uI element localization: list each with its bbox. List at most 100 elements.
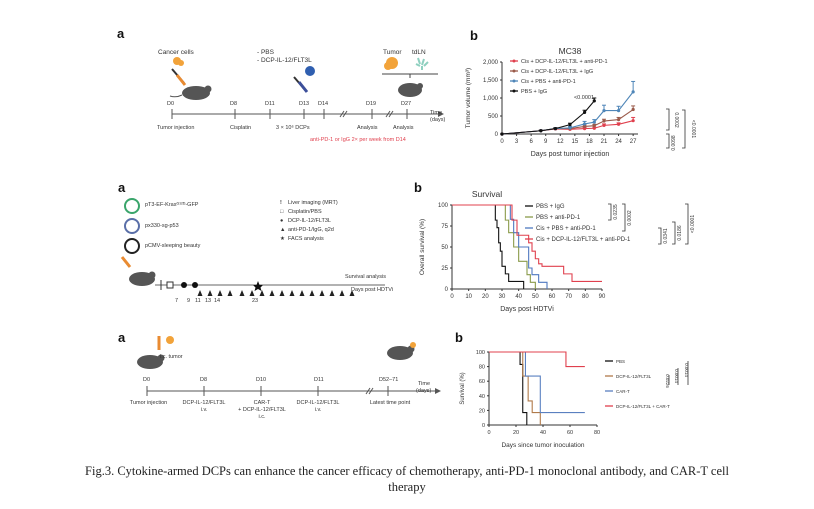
series-line [452, 204, 525, 289]
x-tick-label: 80 [582, 294, 589, 300]
timeline-1 [171, 109, 444, 119]
x-axis-label: Days since tumor inoculation [501, 442, 584, 449]
x-tick-label: 40 [515, 294, 522, 300]
p-value-annotation: 0.0186 [677, 225, 683, 241]
event-line: + DCP-IL-12/FLT3L [238, 407, 286, 413]
event-line: Tumor injection [129, 400, 168, 406]
tick-14: 14 [214, 298, 221, 304]
ic-tumor-label: i.c. tumor [160, 354, 183, 360]
treatment-pbs: - PBS [257, 49, 274, 56]
caption-line-2: therapy [388, 480, 426, 494]
anti-pd1-triangle-marker [217, 290, 223, 296]
y-tick-label: 75 [441, 224, 448, 230]
data-point [602, 109, 606, 113]
x-tick-label: 12 [557, 139, 564, 145]
y-tick-label: 80 [479, 365, 485, 371]
legend-marker [512, 59, 516, 63]
series-line [501, 91, 634, 135]
y-tick-label: 0 [482, 423, 485, 429]
p-value-annotation: 0.0098 [671, 135, 677, 151]
legend-cisplatin: □ Cisplatin/PBS [280, 209, 338, 218]
plasmid-ring-sb [124, 238, 140, 254]
legend-label: Cisplatin/PBS [288, 209, 322, 215]
event-line: i.v. [314, 407, 322, 413]
event-d11: DCP-IL-12/FLT3L i.v. [288, 400, 348, 414]
anti-pd1-triangle-marker [259, 290, 265, 296]
tumor-volume-chart: 0 500 1,000 1,500 2,000 0 3 6 9 12 15 18 21 24 27 Days … [465, 46, 696, 158]
x-tick-label: 70 [565, 294, 572, 300]
days-post-hdtvi-label: Days post HDTVi [351, 287, 394, 293]
tick-13: 13 [205, 298, 212, 304]
data-point [553, 127, 558, 131]
panel-letter-3b: b [455, 330, 463, 345]
anti-pd1-triangle-marker [319, 290, 325, 296]
event-analysis-2: Analysis [393, 125, 414, 131]
legend-label: Cis + DCP-IL-12/FLT3L + anti-PD-1 [536, 237, 631, 243]
anti-pd1-triangle-marker [279, 290, 285, 296]
day-d10: D10 [256, 377, 267, 383]
day-d8: D8 [230, 101, 238, 107]
tumor-tdln-mouse-icon [382, 57, 438, 97]
survival-car-t-chart: 0 20 40 60 80 100 0 20 40 60 80 Days since tumor in… [460, 350, 689, 449]
legend-label: Cis + PBS + anti-PD-1 [521, 79, 576, 85]
y-tick-label: 100 [438, 203, 449, 209]
plasmid-ring-kras [124, 198, 140, 214]
x-tick-label: 20 [513, 430, 519, 436]
legend-label: Liver imaging (MRT) [288, 200, 338, 206]
tumor-label: Tumor [383, 49, 402, 56]
data-point [616, 122, 621, 126]
p-value-annotation: 0.0002 [627, 210, 633, 226]
mouse-end-icon [387, 342, 416, 360]
event-line: DCP-IL-12/FLT3L [182, 400, 226, 406]
anti-pd1-triangle-marker [269, 290, 275, 296]
x-tick-label: 0 [500, 139, 504, 145]
data-point [592, 120, 596, 124]
event-tumor-injection: Tumor injection [121, 400, 176, 406]
timeline-2 [155, 280, 385, 296]
panel-letter-2b: b [414, 180, 422, 195]
tick-9: 9 [187, 298, 191, 304]
day-d0: D0 [143, 377, 151, 383]
anti-pd1-triangle-marker [249, 290, 255, 296]
day-d0: D0 [167, 101, 175, 107]
significance-bracket [672, 221, 676, 245]
x-tick-label: 10 [465, 294, 472, 300]
survival-analysis-label: Survival analysis [345, 274, 386, 280]
data-point [539, 129, 543, 133]
p-value-annotation: 0.0002 [673, 112, 679, 128]
legend-label: FACS analysis [288, 236, 324, 242]
legend-label: PBS + IgG [536, 204, 565, 210]
y-axis-label: Overall survival (%) [419, 219, 426, 275]
event-cisplatin: Cisplatin [230, 125, 252, 131]
significance-bracket [608, 203, 612, 221]
anti-pd1-triangle-marker [349, 290, 355, 296]
tdln-label: tdLN [412, 49, 426, 56]
legend-dcp: ● DCP-IL-12/FLT3L [280, 218, 338, 227]
series-line [489, 351, 541, 425]
p-value-annotation: <0.0001 [690, 215, 696, 233]
y-tick-label: 2,000 [483, 60, 499, 66]
data-point [592, 124, 596, 128]
legend-label: Cis + DCP-IL-12/FLT3L + IgG [521, 69, 593, 75]
legend-marker [512, 69, 516, 73]
p-value-annotation: 0.0014 [684, 363, 689, 377]
p-value-annotation: <0.0001 [574, 95, 594, 101]
y-tick-label: 1,000 [483, 96, 499, 102]
x-tick-label: 3 [515, 139, 519, 145]
survival-hdtvi-chart: 0 25 50 75 100 0 10 20 30 40 50 60 70 80 90 Days post H… [419, 189, 696, 313]
x-axis-label: Days post tumor injection [531, 151, 610, 158]
mouse-injection-icon [169, 57, 212, 100]
data-point [602, 119, 606, 123]
event-line: DCP-IL-12/FLT3L [296, 400, 340, 406]
anti-pd1-triangle-marker [289, 290, 295, 296]
time-label: Time [418, 381, 431, 387]
anti-pd1-triangle-marker [309, 290, 315, 296]
p-value-annotation: 0.0235 [613, 204, 619, 220]
y-tick-label: 20 [479, 408, 485, 414]
event-line: i.v. [200, 407, 208, 413]
triangle-icon: ▲ [280, 227, 286, 233]
significance-bracket [682, 109, 686, 149]
day-d14: D14 [318, 101, 329, 107]
plasmid-ring-p53 [124, 218, 140, 234]
tick-11: 11 [195, 298, 201, 304]
